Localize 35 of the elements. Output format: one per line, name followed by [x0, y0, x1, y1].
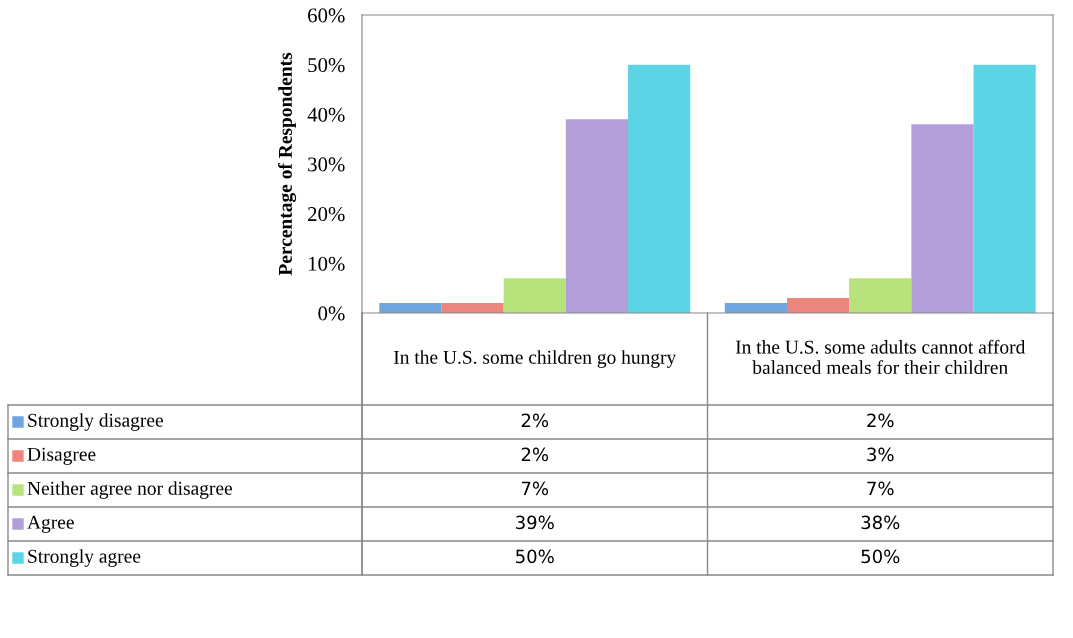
legend-label: Strongly agree — [28, 549, 141, 567]
data-label: 50% — [861, 549, 900, 564]
y-tick-label: 60% — [308, 8, 345, 23]
bar — [849, 278, 912, 313]
legend-label: Strongly disagree — [28, 413, 163, 431]
x-tick-label: In the U.S. some children go hungry — [393, 350, 677, 368]
data-label: 38% — [861, 515, 900, 530]
bar — [565, 119, 629, 313]
y-axis-title: Percentage of Respondents — [278, 52, 297, 276]
data-label: 3% — [867, 447, 894, 462]
legend-label: Neither agree nor disagree — [27, 481, 232, 499]
bar — [724, 303, 787, 313]
y-tick-label: 0% — [318, 306, 345, 321]
x-tick-label: In the U.S. some adults cannot afford balanced meals for their children — [735, 339, 1026, 375]
data-label: 50% — [516, 549, 554, 564]
legend-label: Agree — [27, 515, 74, 533]
bar — [503, 278, 566, 313]
data-label: 39% — [516, 515, 554, 530]
y-tick-label: 40% — [307, 107, 345, 122]
y-tick-label: 20% — [308, 207, 345, 222]
data-label: 2% — [867, 413, 894, 428]
y-tick-label: 10% — [308, 256, 345, 271]
bar — [628, 64, 691, 313]
bar — [379, 303, 442, 313]
legend-label: Disagree — [27, 447, 96, 465]
bar — [973, 64, 1036, 313]
data-label: 7% — [867, 481, 894, 496]
data-label: 7% — [521, 481, 549, 496]
bar — [911, 124, 974, 313]
y-tick-label: 30% — [308, 157, 345, 172]
bar — [441, 303, 504, 313]
y-tick-label: 50% — [308, 58, 345, 73]
bar — [786, 298, 850, 313]
data-label: 2% — [521, 447, 549, 462]
data-label: 2% — [521, 413, 549, 428]
